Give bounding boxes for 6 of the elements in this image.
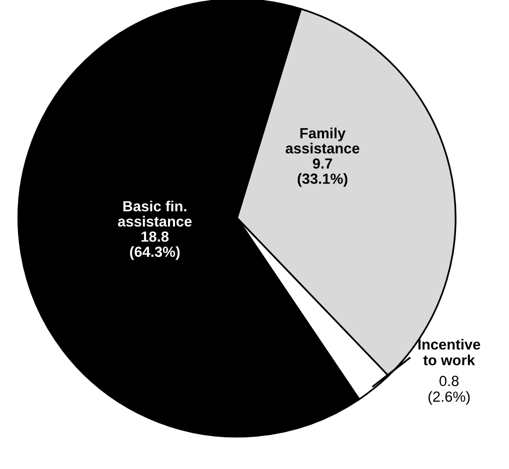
slice-label: Basic fin. assistance — [118, 200, 192, 227]
data-label: 9.7 (33.1%) — [298, 158, 348, 187]
slice-label: Family assistance — [286, 128, 360, 154]
data-label: 0.8 (2.6%) — [428, 376, 470, 405]
slice-label: Incentive to work — [418, 338, 480, 366]
data-label: 18.8 (64.3%) — [130, 231, 180, 260]
